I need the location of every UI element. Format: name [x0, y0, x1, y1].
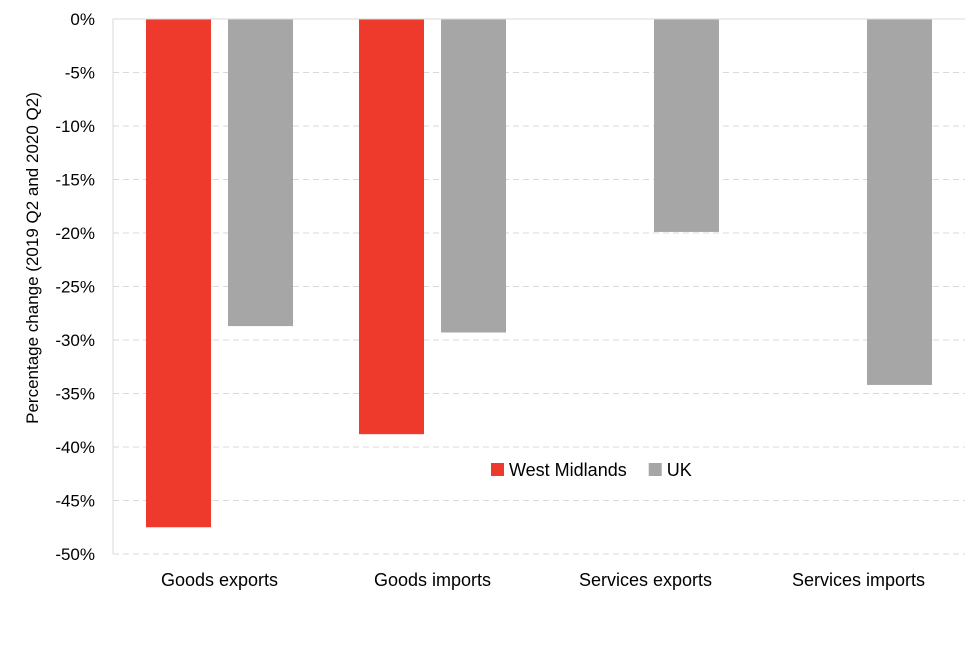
- y-tick-label: -20%: [55, 224, 95, 243]
- legend: West Midlands UK: [491, 460, 692, 480]
- y-tick-label: -35%: [55, 385, 95, 404]
- legend-swatch: [491, 463, 504, 476]
- y-tick-label: -50%: [55, 545, 95, 564]
- y-tick-label: -5%: [65, 64, 95, 83]
- bar-west-midlands: [359, 19, 424, 435]
- bar-west-midlands: [146, 19, 211, 528]
- legend-label: West Midlands: [509, 460, 627, 480]
- y-tick-label: -15%: [55, 171, 95, 190]
- y-tick-label: -40%: [55, 438, 95, 457]
- bar-uk: [867, 19, 932, 385]
- bar-uk: [228, 19, 293, 327]
- y-tick-label: -25%: [55, 278, 95, 297]
- axes: [112, 18, 965, 554]
- bar-uk: [654, 19, 719, 232]
- legend-label: UK: [667, 460, 692, 480]
- x-category-labels: Goods exports Goods imports Services expor…: [161, 570, 925, 590]
- y-tick-label: -10%: [55, 117, 95, 136]
- x-category-label: Services imports: [792, 570, 925, 590]
- bar-uk: [441, 19, 506, 333]
- y-tick-label: -45%: [55, 492, 95, 511]
- x-category-label: Services exports: [579, 570, 712, 590]
- y-tick-label: 0%: [70, 10, 95, 29]
- y-tick-labels: 0% -5% -10% -15% -20% -25% -30% -35% -40% -45% -50…: [55, 10, 95, 564]
- y-tick-label: -30%: [55, 331, 95, 350]
- legend-swatch: [648, 463, 662, 476]
- bars: [146, 19, 932, 528]
- x-category-label: Goods imports: [374, 570, 491, 590]
- y-axis-title: Percentage change (2019 Q2 and 2020 Q2): [23, 92, 42, 424]
- x-category-label: Goods exports: [161, 570, 278, 590]
